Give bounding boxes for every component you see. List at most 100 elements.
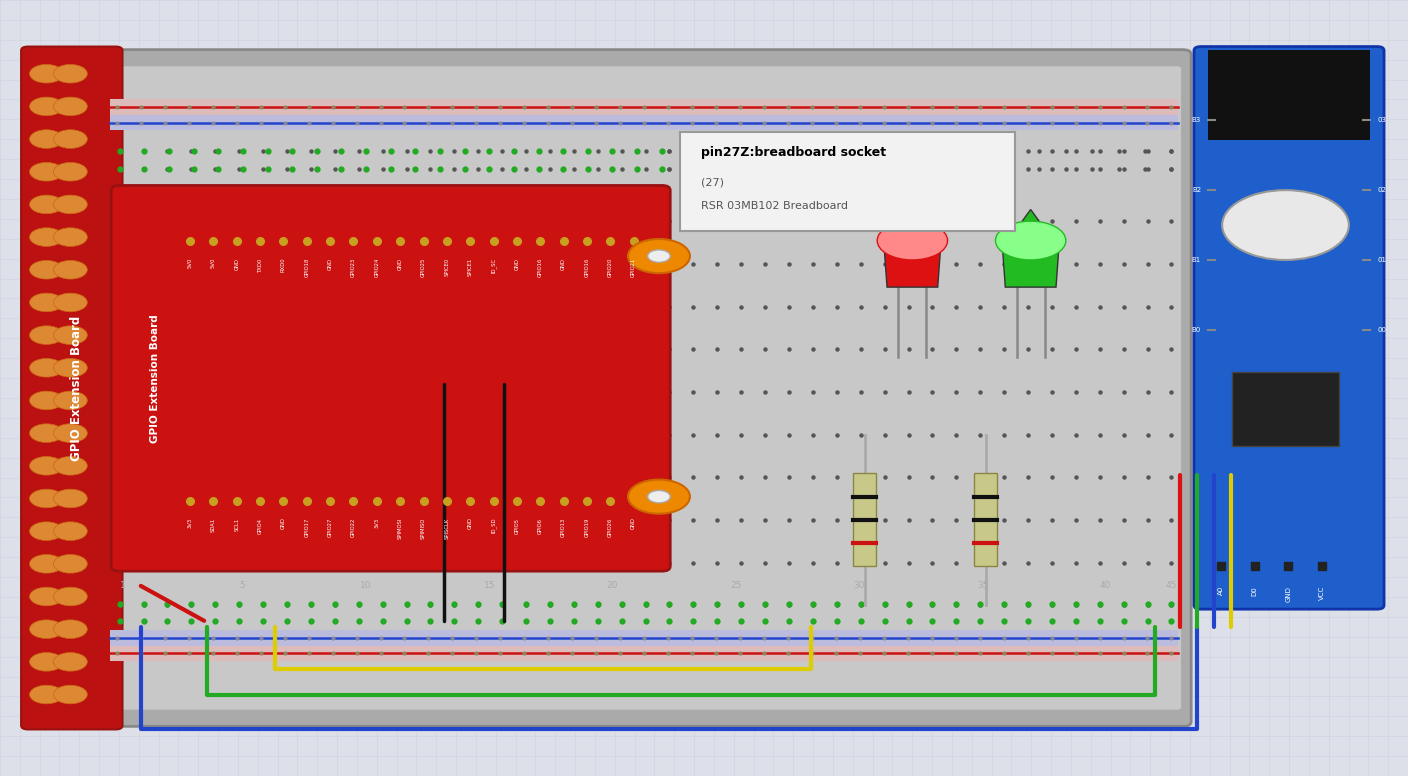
Circle shape (54, 489, 87, 508)
Text: 20: 20 (607, 581, 618, 591)
FancyBboxPatch shape (107, 66, 1181, 710)
Text: 3V3: 3V3 (375, 518, 379, 528)
Text: GND: GND (514, 258, 520, 269)
Text: GPIO16: GPIO16 (538, 258, 542, 277)
Circle shape (54, 685, 87, 704)
Text: 35: 35 (977, 581, 988, 591)
Circle shape (30, 489, 63, 508)
Text: GPIO20: GPIO20 (608, 258, 612, 277)
Text: GPIO Extension Board: GPIO Extension Board (149, 314, 161, 442)
Polygon shape (1002, 210, 1059, 287)
Circle shape (54, 521, 87, 540)
Text: 20: 20 (607, 188, 618, 197)
Circle shape (54, 261, 87, 279)
Text: RSR 03MB102 Breadboard: RSR 03MB102 Breadboard (701, 201, 848, 210)
Circle shape (30, 228, 63, 247)
Circle shape (54, 456, 87, 475)
Circle shape (54, 228, 87, 247)
Text: 1: 1 (120, 581, 125, 591)
Circle shape (30, 261, 63, 279)
Circle shape (30, 555, 63, 573)
Text: 01: 01 (1377, 257, 1385, 263)
Bar (853, 473, 876, 566)
Text: 1: 1 (120, 188, 125, 197)
Circle shape (648, 250, 670, 262)
Text: VCC: VCC (1319, 586, 1325, 600)
Text: 10: 10 (360, 581, 372, 591)
Circle shape (30, 391, 63, 410)
FancyBboxPatch shape (97, 50, 1191, 726)
Text: GPIO26: GPIO26 (608, 518, 612, 537)
Text: GPIO4: GPIO4 (258, 518, 263, 534)
Text: 25: 25 (731, 188, 742, 197)
Circle shape (54, 653, 87, 671)
FancyBboxPatch shape (680, 132, 1015, 231)
Text: B0: B0 (1191, 327, 1201, 333)
Text: 00: 00 (1377, 327, 1385, 333)
Text: 25: 25 (731, 581, 742, 591)
Circle shape (30, 424, 63, 442)
Text: 03: 03 (1377, 117, 1385, 123)
Text: GPIO21: GPIO21 (631, 258, 636, 277)
Circle shape (30, 64, 63, 83)
Text: 3V3: 3V3 (187, 518, 193, 528)
Circle shape (30, 456, 63, 475)
Circle shape (30, 195, 63, 213)
Text: GND: GND (397, 258, 403, 269)
Circle shape (54, 587, 87, 606)
Text: (27): (27) (701, 178, 724, 187)
Circle shape (54, 195, 87, 213)
Text: GPIO5: GPIO5 (514, 518, 520, 534)
Bar (110, 99, 1178, 115)
Circle shape (30, 359, 63, 377)
Text: A0: A0 (1218, 586, 1224, 595)
Text: GPIO6: GPIO6 (538, 518, 542, 534)
Text: GPIO13: GPIO13 (560, 518, 566, 537)
Circle shape (54, 293, 87, 312)
Text: 15: 15 (484, 581, 496, 591)
Text: SPIMOSI: SPIMOSI (397, 518, 403, 539)
Text: GPIO22: GPIO22 (351, 518, 356, 537)
Text: B1: B1 (1191, 257, 1201, 263)
Text: GND: GND (282, 518, 286, 529)
Bar (1232, 372, 1339, 446)
Bar (110, 646, 1178, 661)
Text: ID_SD: ID_SD (491, 518, 497, 533)
Bar (974, 473, 997, 566)
Text: 45: 45 (1166, 581, 1177, 591)
Circle shape (648, 490, 670, 503)
Text: GPIO19: GPIO19 (584, 518, 590, 537)
Text: GND: GND (467, 518, 473, 529)
Text: SPIMISO: SPIMISO (421, 518, 427, 539)
Text: GPIO Extension Board: GPIO Extension Board (69, 315, 83, 461)
Text: GPIO16: GPIO16 (584, 258, 590, 277)
Text: 5: 5 (239, 581, 245, 591)
Bar (1208, 50, 1370, 140)
Circle shape (30, 326, 63, 345)
Text: GND: GND (328, 258, 332, 269)
Text: 15: 15 (484, 188, 496, 197)
Text: TXD0: TXD0 (258, 258, 263, 272)
Text: 10: 10 (360, 188, 372, 197)
Text: SDA1: SDA1 (211, 518, 215, 532)
Text: pin27Z:breadboard socket: pin27Z:breadboard socket (701, 147, 886, 159)
Text: GND: GND (234, 258, 239, 269)
Polygon shape (884, 210, 941, 287)
Circle shape (30, 685, 63, 704)
Text: 5: 5 (239, 188, 245, 197)
Circle shape (54, 424, 87, 442)
Circle shape (54, 359, 87, 377)
Circle shape (54, 64, 87, 83)
Text: GPIO27: GPIO27 (328, 518, 332, 537)
Text: D0: D0 (1252, 586, 1257, 596)
Text: 5V0: 5V0 (211, 258, 215, 268)
Text: RXD0: RXD0 (282, 258, 286, 272)
Circle shape (30, 293, 63, 312)
FancyBboxPatch shape (21, 47, 122, 729)
Bar (110, 115, 1178, 130)
Text: ID_SC: ID_SC (491, 258, 497, 272)
Text: GPIO23: GPIO23 (351, 258, 356, 277)
Circle shape (54, 620, 87, 639)
Circle shape (54, 391, 87, 410)
Circle shape (877, 221, 948, 260)
